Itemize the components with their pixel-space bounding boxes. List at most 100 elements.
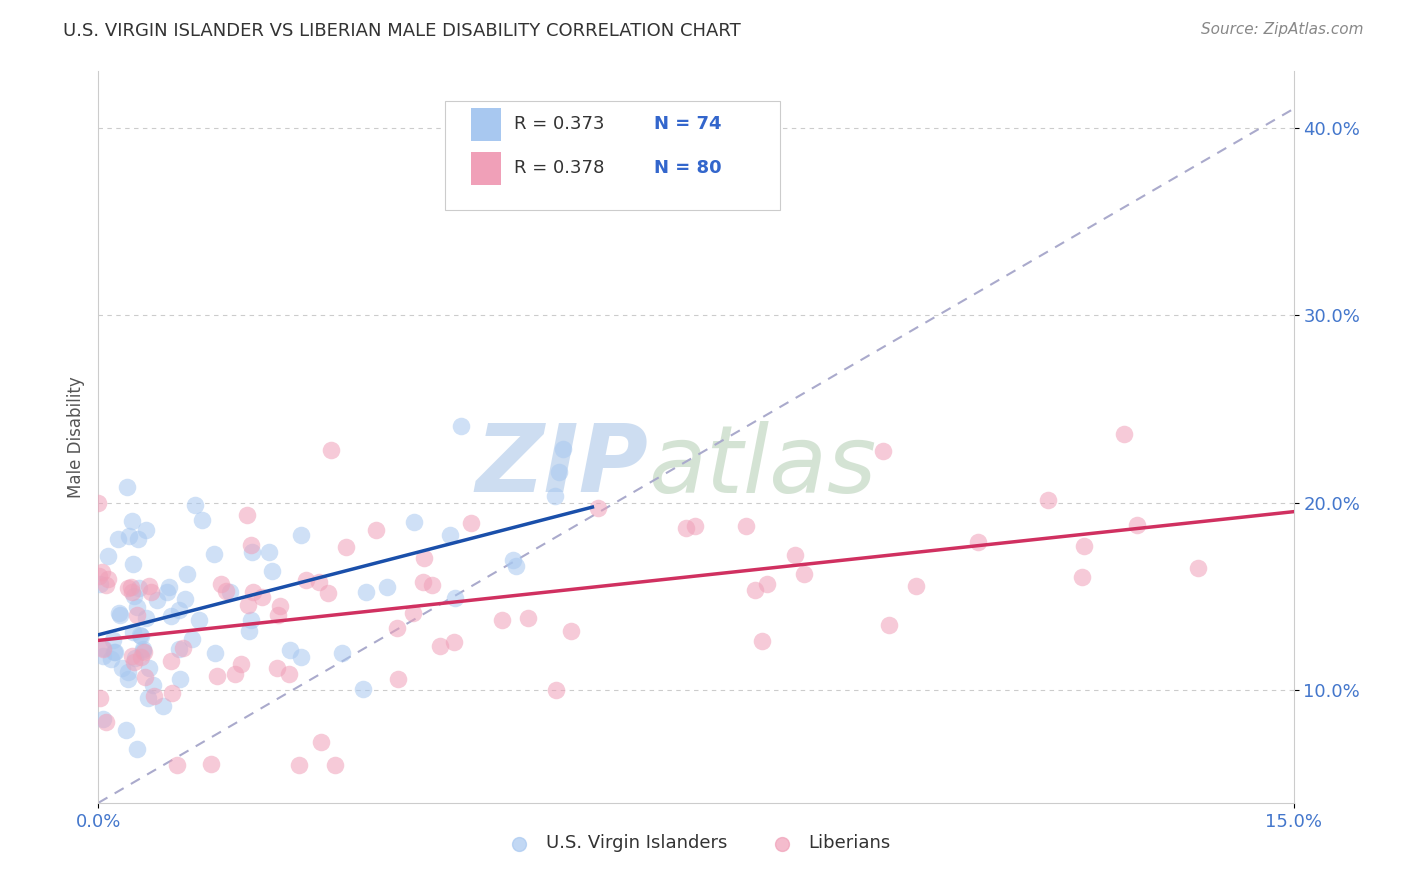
Point [543, 489, 565, 503]
Point [108, 608, 131, 623]
Point [180, 632, 202, 647]
Point [103, 645, 125, 659]
Point [387, 673, 409, 687]
Point [783, 548, 806, 562]
Point [143, 690, 166, 704]
Point [169, 603, 191, 617]
Point [173, 592, 195, 607]
Point [169, 672, 191, 686]
Text: N = 74: N = 74 [654, 115, 721, 133]
Point [108, 606, 131, 620]
Point [443, 635, 465, 649]
Point [1112, 427, 1135, 442]
Point [269, 599, 291, 614]
Point [89, 690, 111, 705]
Point [160, 608, 183, 623]
Point [200, 756, 222, 771]
Point [744, 582, 766, 597]
Point [375, 581, 398, 595]
Point [238, 598, 260, 612]
Point [96, 549, 118, 563]
Point [242, 585, 264, 599]
Point [238, 624, 260, 638]
Point [122, 589, 145, 603]
Point [319, 442, 342, 457]
Text: R = 0.378: R = 0.378 [515, 159, 605, 177]
Point [176, 567, 198, 582]
Point [252, 590, 274, 604]
Point [202, 547, 225, 561]
Point [125, 742, 148, 756]
Point [135, 611, 157, 625]
Point [120, 581, 142, 595]
Point [751, 633, 773, 648]
Point [683, 519, 706, 533]
Point [278, 643, 301, 657]
Point [91, 649, 114, 664]
Point [323, 758, 346, 772]
Point [586, 501, 609, 516]
Point [159, 654, 181, 668]
Point [385, 621, 408, 635]
Point [330, 646, 353, 660]
FancyBboxPatch shape [446, 101, 780, 211]
Point [290, 649, 312, 664]
Point [188, 613, 211, 627]
Point [160, 686, 183, 700]
Point [260, 564, 283, 578]
Point [91, 713, 114, 727]
Point [491, 613, 513, 627]
Point [295, 573, 318, 587]
Point [224, 667, 246, 681]
Point [1070, 569, 1092, 583]
Text: Source: ZipAtlas.com: Source: ZipAtlas.com [1201, 22, 1364, 37]
Text: N = 80: N = 80 [654, 159, 721, 177]
Point [219, 585, 242, 599]
Point [129, 649, 152, 664]
Point [240, 538, 263, 552]
Point [404, 515, 426, 529]
Bar [471, 152, 501, 185]
Point [138, 661, 160, 675]
Point [229, 657, 252, 672]
Point [756, 577, 779, 591]
Point [967, 535, 990, 549]
Point [142, 678, 165, 692]
Point [173, 641, 195, 656]
Point [121, 625, 143, 640]
Point [505, 558, 527, 573]
Point [146, 592, 169, 607]
Point [402, 606, 425, 620]
Point [118, 529, 141, 543]
Point [122, 655, 145, 669]
Point [335, 541, 357, 555]
Point [138, 579, 160, 593]
Point [191, 513, 214, 527]
Point [290, 528, 312, 542]
Point [121, 648, 143, 663]
Point [89, 569, 111, 583]
Point [460, 516, 482, 531]
Point [551, 442, 574, 456]
Point [104, 644, 127, 658]
Point [134, 645, 156, 659]
Point [277, 667, 299, 681]
Point [1187, 561, 1209, 575]
Point [205, 669, 228, 683]
Point [413, 551, 436, 566]
Point [204, 646, 226, 660]
Point [735, 519, 758, 533]
Point [560, 624, 582, 638]
Point [121, 514, 143, 528]
Point [111, 660, 134, 674]
Text: R = 0.373: R = 0.373 [515, 115, 605, 133]
Point [266, 661, 288, 675]
Point [167, 641, 190, 656]
Point [267, 608, 290, 623]
Point [354, 584, 377, 599]
Legend: U.S. Virgin Islanders, Liberians: U.S. Virgin Islanders, Liberians [494, 827, 898, 860]
Point [309, 734, 332, 748]
Point [117, 480, 139, 494]
Point [117, 672, 139, 686]
Point [91, 642, 114, 657]
